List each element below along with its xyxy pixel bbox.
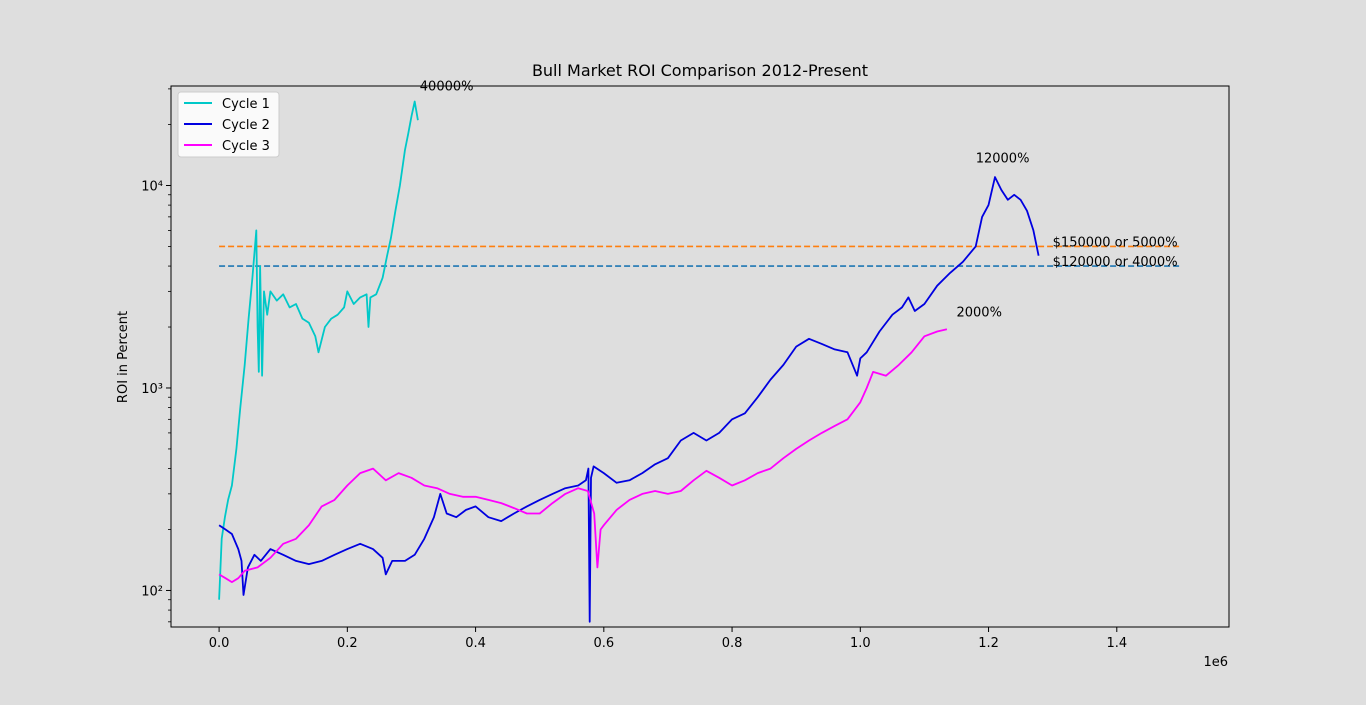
legend-box — [177, 91, 280, 158]
series-line-cycle-3 — [218, 328, 948, 583]
legend: Cycle 1 Cycle 2 Cycle 3 — [177, 91, 280, 158]
annotation: 40000% — [420, 79, 474, 94]
annotation: 2000% — [956, 306, 1001, 321]
x-tick-label: 1.4 — [1106, 636, 1127, 651]
plot-background — [171, 86, 1229, 627]
x-tick-label: 1.2 — [978, 636, 999, 651]
y-tick-label: 10⁴ — [141, 179, 163, 194]
y-tick-label: 10³ — [141, 382, 163, 397]
annotation: $150000 or 5000% — [1053, 235, 1178, 250]
x-tick-label: 0.6 — [593, 636, 614, 651]
legend-label-cycle-3: Cycle 3 — [222, 139, 270, 154]
annotation: 12000% — [976, 151, 1030, 166]
x-tick-label: 1.0 — [850, 636, 871, 651]
y-axis-label: ROI in Percent — [116, 311, 131, 403]
x-offset-label: 1e6 — [1203, 655, 1228, 670]
x-tick-label: 0.4 — [465, 636, 486, 651]
plot-frame — [170, 85, 1230, 628]
plot-data — [218, 100, 1181, 623]
chart-title: Bull Market ROI Comparison 2012-Present — [532, 61, 868, 80]
x-tick-label: 0.8 — [722, 636, 743, 651]
annotation: $120000 or 4000% — [1053, 255, 1178, 270]
series-line-cycle-2 — [218, 176, 1040, 623]
y-tick-label: 10² — [141, 584, 163, 599]
series-line-cycle-1 — [218, 100, 419, 600]
x-tick-label: 0.0 — [209, 636, 230, 651]
legend-label-cycle-1: Cycle 1 — [222, 97, 270, 112]
plot-area: 0.0 0.2 0.4 0.6 0.8 1.0 1.2 1.4 10² 10³ 10⁴ 40000% 1… — [141, 79, 1230, 651]
legend-label-cycle-2: Cycle 2 — [222, 118, 270, 133]
x-tick-label: 0.2 — [337, 636, 358, 651]
